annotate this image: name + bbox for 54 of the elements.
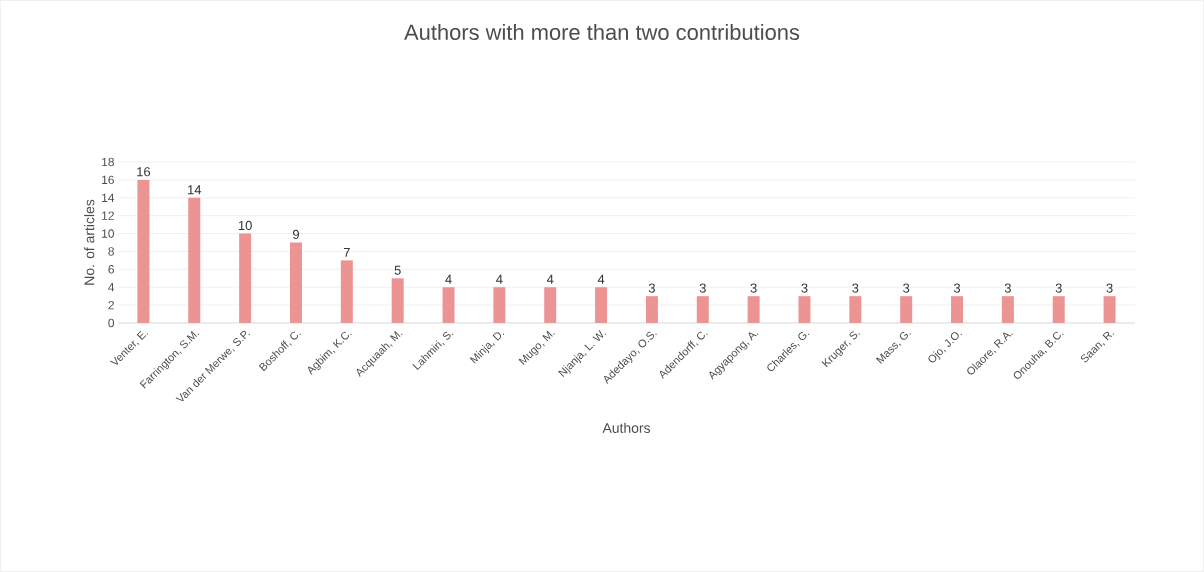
- data-label: 9: [292, 229, 299, 239]
- data-label: 14: [188, 185, 202, 195]
- y-tick-label: 10: [102, 229, 115, 238]
- data-label: 5: [394, 265, 401, 275]
- data-label: 4: [496, 274, 503, 284]
- bar: [442, 287, 455, 323]
- data-label: 4: [597, 274, 605, 284]
- data-label: 3: [903, 283, 910, 293]
- bar: [340, 260, 353, 323]
- data-label: 3: [801, 283, 808, 293]
- data-label: 3: [1055, 283, 1062, 293]
- bar: [849, 296, 862, 323]
- bar: [188, 197, 201, 323]
- y-axis-title: No. of articles: [84, 199, 95, 285]
- y-tick-label: 12: [102, 211, 114, 220]
- data-label: 3: [1004, 283, 1011, 293]
- bar: [645, 296, 658, 323]
- data-label: 4: [546, 274, 554, 284]
- data-label: 16: [137, 167, 151, 177]
- y-tick-label: 2: [108, 300, 114, 310]
- data-label: 3: [852, 283, 859, 293]
- y-tick-label: 18: [102, 157, 114, 167]
- bar: [696, 296, 709, 323]
- bar: [1001, 296, 1014, 323]
- data-label: 3: [699, 283, 706, 293]
- bar: [289, 242, 302, 323]
- bar: [951, 296, 964, 323]
- data-label: 10: [238, 220, 252, 231]
- data-label: 3: [953, 283, 961, 293]
- y-tick-label: 14: [102, 193, 115, 202]
- bar: [798, 296, 811, 323]
- bar: [493, 287, 506, 323]
- y-tick-label: 6: [108, 265, 114, 274]
- bar: [1103, 296, 1116, 323]
- y-tick-label: 16: [102, 175, 114, 185]
- bar: [544, 287, 557, 323]
- data-label: 3: [750, 283, 757, 293]
- data-label: 3: [1106, 283, 1113, 293]
- bar: [137, 179, 150, 323]
- bar: [391, 278, 404, 323]
- chart-title: Authors with more than two contributions: [404, 23, 800, 41]
- data-label: 7: [343, 247, 350, 257]
- y-tick-label: 0: [108, 318, 115, 328]
- data-label: 4: [445, 274, 452, 284]
- bar: [239, 233, 252, 323]
- bar: [900, 296, 913, 323]
- bar: [595, 287, 608, 323]
- bar: [1052, 296, 1065, 323]
- bar: [747, 296, 760, 323]
- y-tick-label: 8: [108, 247, 114, 256]
- y-tick-label: 4: [108, 283, 115, 292]
- x-tick-label: Ojo, J.O.: [928, 332, 962, 363]
- data-label: 3: [648, 283, 655, 293]
- x-axis-title: Authors: [602, 422, 651, 433]
